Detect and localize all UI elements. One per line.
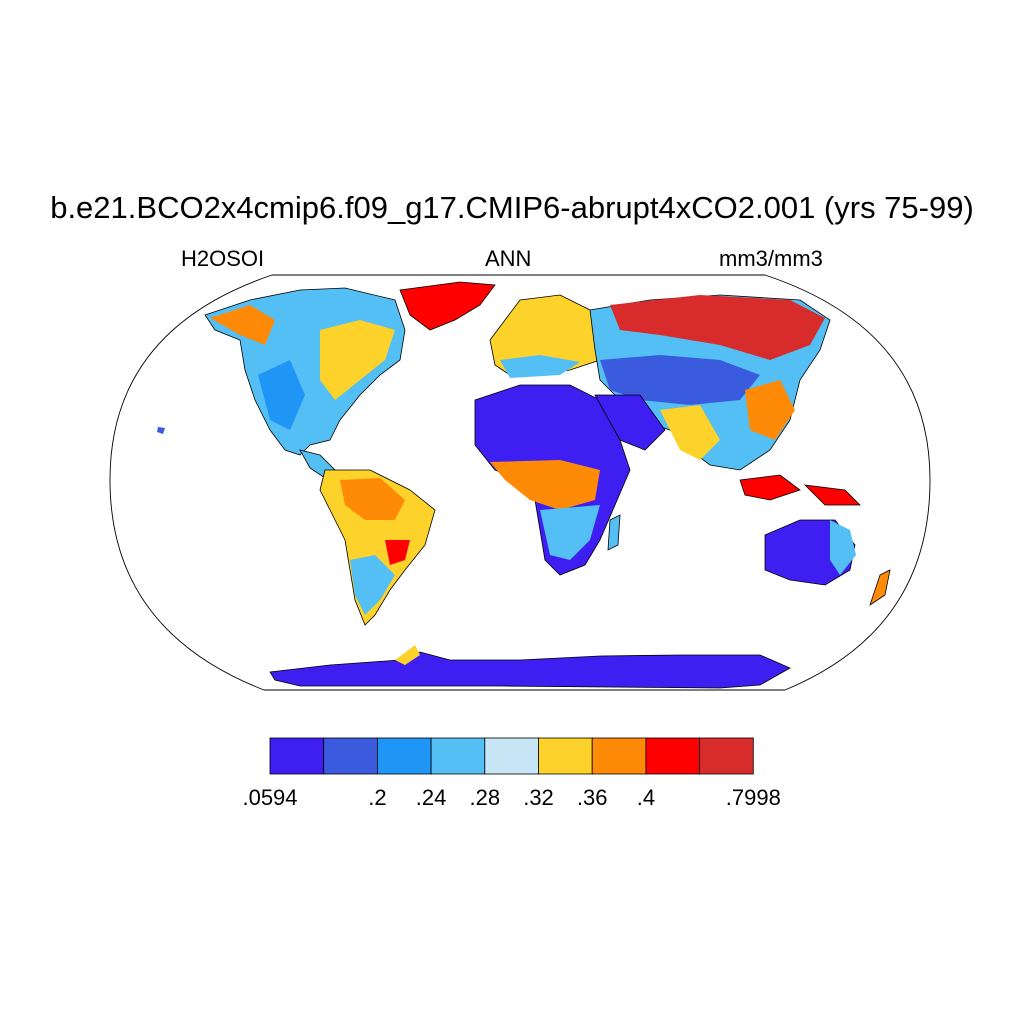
colorbar-swatch	[376, 737, 432, 775]
central-asia	[600, 355, 760, 405]
colorbar-tick-label: .2	[368, 785, 386, 810]
new-guinea	[803, 484, 861, 506]
south-america	[319, 469, 436, 626]
units-label: mm3/mm3	[719, 246, 823, 271]
colorbar-tick-label: .4	[637, 785, 655, 810]
arabia	[594, 394, 666, 451]
hawaii	[157, 427, 165, 434]
europe-south	[500, 355, 580, 378]
map-title: b.e21.BCO2x4cmip6.f09_g17.CMIP6-abrupt4x…	[50, 190, 974, 225]
madagascar	[607, 514, 621, 551]
season-label: ANN	[485, 246, 532, 271]
new-zealand	[869, 569, 891, 606]
colorbar-tick-label: .7998	[726, 785, 781, 810]
siberia	[610, 295, 825, 360]
australia-coast	[830, 520, 856, 575]
congo	[490, 460, 600, 510]
colorbar-swatch	[538, 737, 593, 775]
colorbar-tick-label: .24	[416, 785, 447, 810]
colorbar-swatch	[645, 737, 701, 775]
north-america-wet-east	[320, 320, 395, 400]
colorbar-swatch	[484, 737, 539, 775]
colorbar-tick-label: .32	[523, 785, 554, 810]
colorbar-tick-label: .0594	[242, 785, 297, 810]
north-america-central	[258, 360, 305, 430]
colorbar-tick-label: .28	[470, 785, 501, 810]
south-america-south	[350, 555, 395, 615]
colorbar-swatch	[323, 737, 378, 775]
colorbar-swatch	[430, 737, 486, 775]
east-asia	[745, 380, 795, 440]
globe-outline	[109, 274, 931, 691]
colorbar-swatch	[699, 737, 754, 775]
colorbar-tick-label: .36	[577, 785, 608, 810]
north-america-west	[210, 305, 275, 345]
south-asia	[660, 405, 720, 460]
colorbar-swatch	[269, 737, 325, 775]
africa-south	[540, 505, 600, 560]
variable-label: H2OSOI	[181, 246, 265, 271]
colorbar-swatch	[591, 737, 647, 775]
maritime-continent	[739, 474, 801, 501]
antarctic-peninsula	[395, 645, 420, 665]
greenland	[399, 281, 496, 331]
amazon	[340, 478, 405, 520]
brazil-south	[385, 540, 410, 565]
